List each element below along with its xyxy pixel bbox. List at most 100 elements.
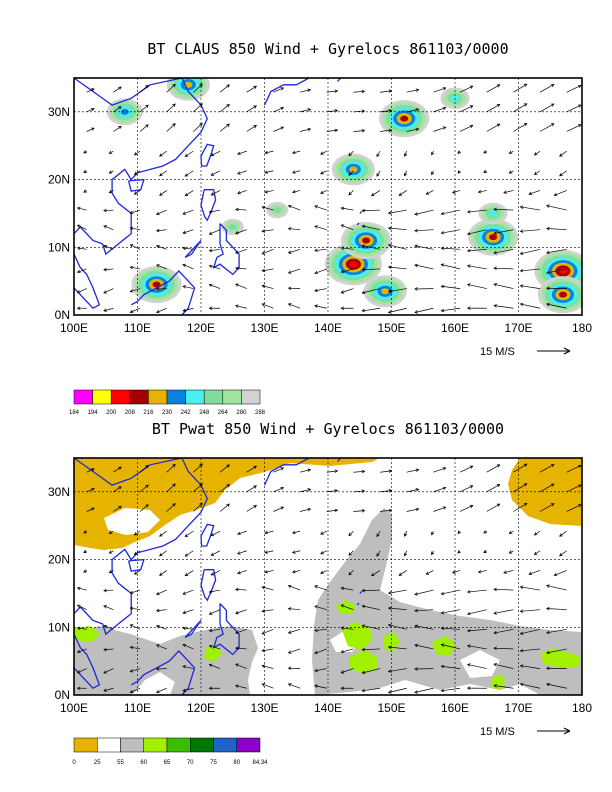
pwat-wind-arrow: [493, 663, 514, 669]
claus-wind-arrowhead: [184, 192, 189, 197]
pwat-wind-arrowhead: [442, 486, 447, 491]
pwat-wind-arrowhead: [108, 550, 113, 554]
pwat-wind-arrowhead: [523, 483, 528, 487]
claus-wind-arrowhead: [519, 284, 524, 288]
claus-wind-arrowhead: [91, 88, 95, 92]
claus-coastline: [263, 78, 310, 106]
pwat-wind-arrow: [139, 465, 149, 473]
pwat-wind-arrowhead: [280, 467, 285, 471]
claus-wind-arrow: [441, 264, 461, 270]
pwat-wind-arrowhead: [533, 551, 538, 555]
pwat-wind-arrowhead: [340, 586, 345, 591]
pwat-wind-arrow: [467, 609, 487, 615]
claus-wind-arrow: [109, 150, 114, 154]
claus-wind-arrow: [433, 87, 446, 93]
claus-wind-arrowhead: [103, 225, 107, 229]
claus-coastline: [184, 240, 202, 258]
pwat-wind-arrow: [341, 604, 354, 611]
pwat-wind-arrowhead: [155, 624, 160, 629]
pwat-wind-arrow: [534, 550, 541, 555]
claus-wind-arrow: [262, 303, 274, 309]
claus-wind-arrowhead: [469, 124, 474, 129]
claus-wind-arrowhead: [414, 228, 418, 233]
claus-wind-arrow: [159, 150, 167, 157]
pwat-wind-arrowhead: [334, 489, 339, 493]
pwat-wind-arrowhead: [415, 507, 420, 512]
pwat-colorbar: 0 25 55 60 65 70 75 80 84.34: [72, 737, 268, 766]
claus-wind-arrowhead: [261, 268, 266, 273]
claus-wind-arrow: [353, 90, 365, 93]
pwat-wind-arrowhead: [546, 666, 550, 671]
claus-wind-arrowhead: [466, 306, 471, 310]
pwat-wind-arrowhead: [291, 530, 296, 535]
pwat-wind-arrowhead: [414, 608, 418, 613]
pwat-wind-arrow: [362, 687, 381, 692]
claus-wind-arrowhead: [466, 210, 471, 214]
claus-wind-arrow: [182, 209, 194, 215]
pwat-y-tick-label: 0N: [55, 688, 70, 702]
pwat-wind-arrow: [546, 608, 567, 611]
pwat-y-tick-label: 20N: [48, 553, 70, 567]
claus-wind-arrowhead: [559, 153, 563, 157]
claus-wind-arrowhead: [199, 122, 203, 127]
claus-wind-arrow: [509, 150, 514, 154]
claus-wind-arrow: [566, 104, 582, 113]
claus-wind-arrowhead: [237, 191, 241, 195]
pwat-wind-arrowhead: [264, 530, 268, 535]
claus-wind-arrow: [406, 128, 419, 132]
claus-wind-arrowhead: [182, 246, 186, 251]
claus-wind-arrowhead: [235, 304, 239, 308]
pwat-wind-arrow: [86, 488, 95, 493]
claus-wind-arrow: [554, 190, 567, 196]
claus-wind-arrow: [388, 288, 407, 292]
pwat-wind-arrowhead: [264, 550, 268, 554]
claus-wind-arrowhead: [291, 170, 296, 174]
claus-wind-arrow: [209, 284, 221, 289]
pwat-wind-arrow: [211, 570, 221, 576]
pwat-wind-arrow: [235, 589, 247, 591]
claus-wind-arrowhead: [528, 191, 533, 196]
pwat-wind-arrow: [314, 685, 327, 689]
claus-wind-arrowhead: [76, 290, 81, 294]
pwat-wind-arrowhead: [108, 570, 113, 574]
pwat-wind-arrow: [264, 570, 274, 573]
claus-wind-arrow: [219, 104, 230, 113]
claus-wind-arrowhead: [519, 205, 524, 209]
pwat-wind-arrowhead: [199, 463, 203, 468]
claus-colorbar-swatch: [73, 389, 93, 405]
claus-wind-arrow: [546, 228, 567, 231]
claus-wind-arrowhead: [226, 123, 230, 127]
claus-wind-arrow: [193, 103, 203, 113]
pwat-wind-arrow: [520, 628, 541, 635]
pwat-wind-arrow: [406, 508, 419, 512]
pwat-wind-arrow: [503, 570, 514, 574]
claus-wind-arrow: [503, 190, 514, 194]
claus-wind-arrow: [459, 105, 473, 113]
pwat-wind-arrow: [182, 644, 194, 650]
pwat-wind-arrowhead: [550, 464, 555, 468]
pwat-wind-arrowhead: [129, 624, 134, 628]
claus-wind-arrow: [513, 83, 528, 93]
claus-wind-arrow: [371, 190, 381, 197]
pwat-wind-arrow: [273, 467, 284, 473]
claus-convection-cell: [400, 115, 409, 122]
pwat-wind-arrow: [380, 490, 392, 493]
pwat-wind-arrowhead: [414, 643, 418, 648]
claus-wind-arrow: [103, 307, 114, 312]
pwat-coastline: [200, 569, 217, 602]
pwat-wind-arrowhead: [440, 610, 445, 615]
pwat-wind-arrowhead: [287, 630, 292, 634]
pwat-x-tick-label: 130E: [250, 701, 278, 715]
pwat-wind-arrowhead: [340, 686, 345, 691]
claus-wind-arrowhead: [103, 267, 107, 272]
claus-wind-arrowhead: [235, 207, 239, 212]
claus-wind-arrow: [362, 288, 381, 294]
claus-wind-arrow: [341, 268, 354, 273]
pwat-plot-frame: [73, 457, 583, 696]
claus-wind-arrow: [314, 248, 327, 251]
pwat-wind-arrow: [246, 485, 257, 493]
pwat-wind-arrow: [348, 570, 354, 576]
claus-wind-arrow: [326, 110, 338, 113]
pwat-wind-arrowhead: [199, 483, 203, 487]
pwat-wind-arrowhead: [76, 649, 81, 654]
